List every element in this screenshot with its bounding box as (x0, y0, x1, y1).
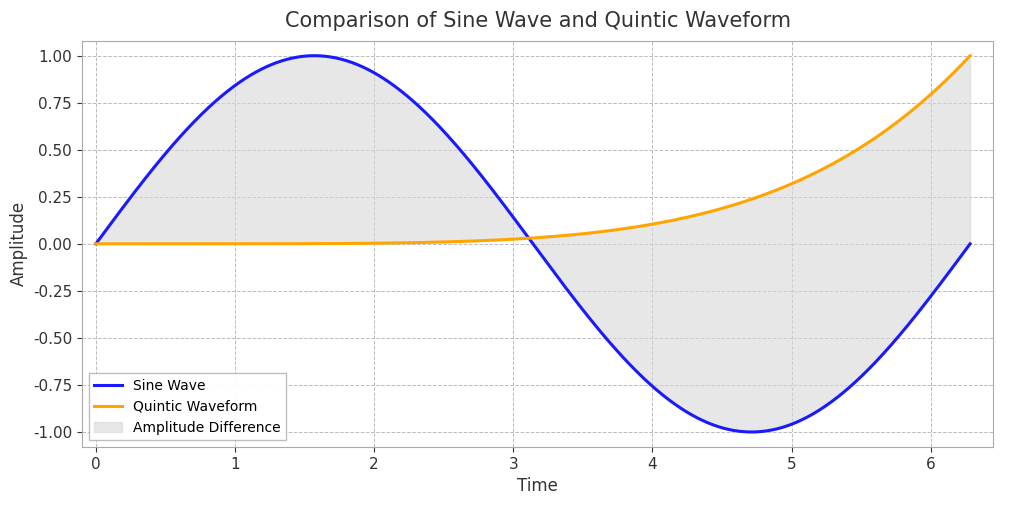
X-axis label: Time: Time (517, 478, 558, 495)
Sine Wave (745, 429, 758, 435)
Quintic Waveform (443, 239, 456, 245)
Quintic Waveform (90, 241, 102, 247)
Sine Wave (444, 136, 457, 142)
Sine Wave (691, 415, 703, 421)
Sine Wave (308, 53, 321, 59)
Sine Wave (773, 425, 785, 431)
Quintic Waveform (787, 180, 800, 186)
Sine Wave (179, 128, 191, 134)
Line: Quintic Waveform: Quintic Waveform (96, 56, 970, 244)
Line: Sine Wave: Sine Wave (96, 56, 970, 432)
Y-axis label: Amplitude: Amplitude (9, 201, 28, 287)
Quintic Waveform (690, 212, 702, 218)
Sine Wave (964, 241, 976, 247)
Sine Wave (788, 420, 801, 426)
Quintic Waveform (964, 53, 976, 59)
Quintic Waveform (179, 241, 191, 247)
Quintic Waveform (475, 238, 487, 244)
Sine Wave (475, 173, 487, 179)
Title: Comparison of Sine Wave and Quintic Waveform: Comparison of Sine Wave and Quintic Wave… (285, 11, 791, 31)
Quintic Waveform (771, 186, 783, 193)
Sine Wave (90, 241, 102, 247)
Legend: Sine Wave, Quintic Waveform, Amplitude Difference: Sine Wave, Quintic Waveform, Amplitude D… (89, 373, 287, 440)
